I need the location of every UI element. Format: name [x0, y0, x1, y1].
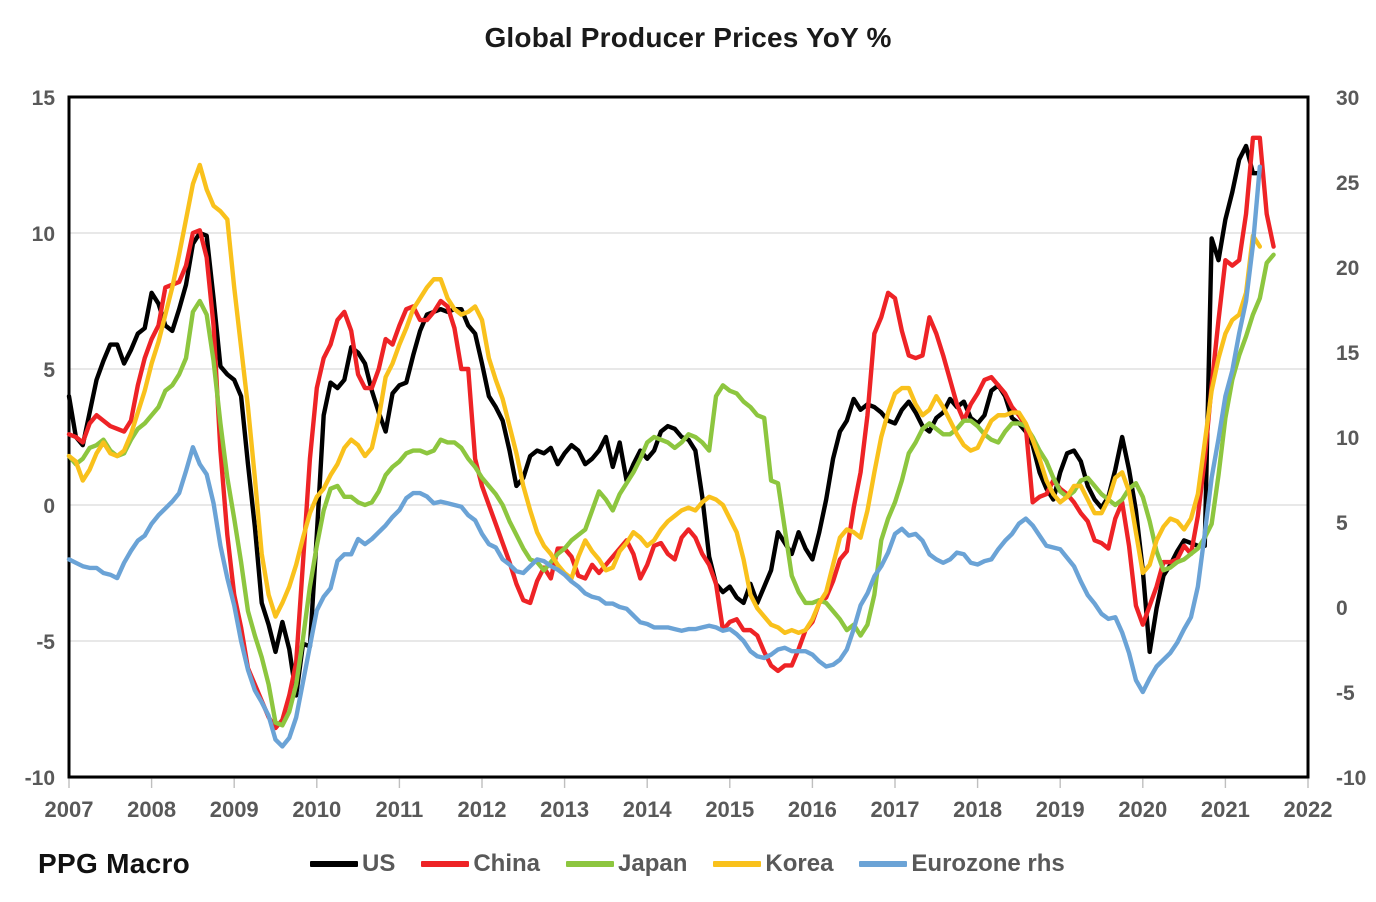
x-tickmarks-group: [68, 777, 1309, 788]
x-axis-tick-label: 2017: [871, 797, 920, 822]
series-group: [66, 135, 1276, 749]
legend-label: China: [473, 850, 541, 877]
y-axis-right-tick-label: 30: [1336, 87, 1359, 110]
x-axis-tick-label: 2018: [953, 797, 1002, 822]
x-axis-tick-label: 2012: [458, 797, 507, 822]
x-axis-tick-label: 2014: [623, 797, 673, 822]
legend-item[interactable]: Japan: [566, 850, 687, 878]
legend-label: Korea: [765, 850, 834, 877]
legend-label: Japan: [618, 850, 688, 877]
legend-color-swatch: [566, 861, 615, 867]
left-axis-labels: 15 10 5 0 -5 -10: [25, 87, 56, 790]
x-axis-tick-label: 2020: [1118, 797, 1167, 822]
series-line-japan: [66, 252, 1276, 728]
legend-color-swatch: [859, 861, 908, 867]
chart-title: Global Producer Prices YoY %: [484, 22, 892, 53]
y-axis-left-tick-label: 5: [43, 359, 55, 382]
x-axis-labels: 2007 2008 2009 2010 2011 2012 2013 2014 2015 2016…: [45, 797, 1333, 822]
chart-footer: PPG Macro US China Japan Korea Eurozone rhs: [0, 836, 1376, 898]
series-line-eurozone-rhs: [66, 164, 1263, 749]
x-axis-tick-label: 2019: [1036, 797, 1085, 822]
x-axis-tick-label: 2010: [292, 797, 341, 822]
x-axis-tick-label: 2022: [1284, 797, 1333, 822]
y-axis-right-tick-label: 15: [1336, 342, 1360, 365]
legend-label: Eurozone rhs: [911, 850, 1065, 877]
x-axis-tick-label: 2009: [210, 797, 259, 822]
legend-label: US: [362, 850, 396, 877]
y-axis-left-tick-label: 15: [32, 87, 56, 110]
series-line-korea: [66, 162, 1263, 636]
legend-item[interactable]: China: [421, 850, 540, 878]
plot-frame: [67, 95, 1310, 779]
y-axis-right-tick-label: 10: [1336, 427, 1359, 450]
x-axis-tick-label: 2007: [45, 797, 94, 822]
y-axis-right-tick-label: 20: [1336, 257, 1359, 280]
y-axis-right-tick-label: 5: [1336, 512, 1348, 535]
y-axis-left-tick-label: 10: [32, 223, 55, 246]
y-axis-right-tick-label: 25: [1336, 172, 1360, 195]
y-axis-left-tick-label: -10: [25, 767, 55, 790]
brand-label: PPG Macro: [38, 848, 191, 879]
legend-item[interactable]: US: [310, 850, 395, 878]
legend-color-swatch: [421, 861, 470, 867]
x-axis-tick-label: 2008: [127, 797, 176, 822]
x-axis-tick-label: 2011: [376, 797, 424, 822]
x-axis-tick-label: 2016: [788, 797, 837, 822]
legend-color-swatch: [713, 861, 762, 867]
legend-item[interactable]: Eurozone rhs: [859, 850, 1065, 878]
x-axis-tick-label: 2013: [540, 797, 589, 822]
legend-item[interactable]: Korea: [713, 850, 833, 878]
y-axis-right-tick-label: -10: [1336, 767, 1366, 790]
y-axis-right-tick-label: -5: [1336, 682, 1355, 705]
legend-color-swatch: [310, 861, 358, 867]
chart-legend: US China Japan Korea Eurozone rhs: [310, 850, 1065, 878]
series-line-us: [66, 143, 1263, 698]
x-axis-tick-label: 2021: [1201, 797, 1250, 822]
x-axis-tick-label: 2015: [705, 797, 754, 822]
right-axis-labels: 30 25 20 15 10 5 0 -5 -10: [1336, 87, 1366, 790]
y-axis-right-tick-label: 0: [1336, 597, 1348, 620]
y-axis-left-tick-label: -5: [36, 631, 55, 654]
y-axis-left-tick-label: 0: [43, 495, 55, 518]
